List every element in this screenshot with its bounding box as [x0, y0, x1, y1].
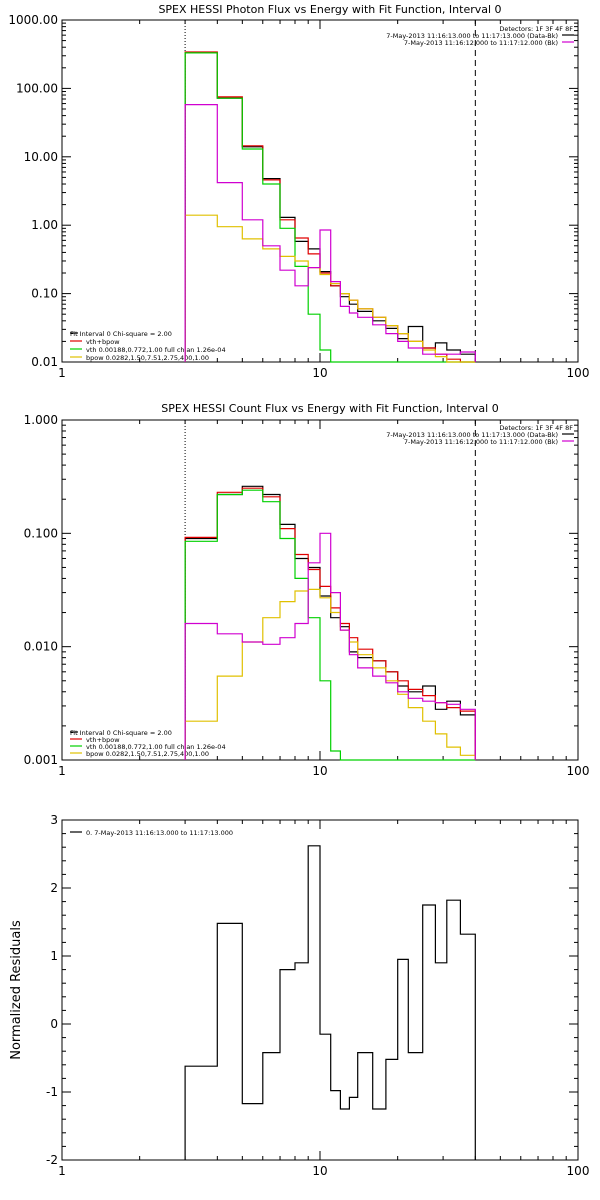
y-tick-label: 100.00: [16, 81, 58, 95]
legend-bpow: bpow 0.0282,1.50,7.51,2.75,400,1.00: [86, 750, 209, 758]
y-tick-label: 0.01: [31, 355, 58, 369]
y-tick-label: 1.000: [24, 413, 58, 427]
y-tick-label: 10.00: [24, 150, 58, 164]
legend-detectors: Detectors: 1F 3F 4F 8F: [499, 25, 573, 33]
y-tick-label: 0.010: [24, 640, 58, 654]
x-tick-label: 100: [567, 764, 590, 778]
y-axis-label: Normalized Residuals: [9, 920, 24, 1060]
y-tick-label: 0.100: [24, 526, 58, 540]
panel-count-flux: SPEX HESSI Count Flux vs Energy with Fit…: [61, 402, 579, 761]
legend-background-interval: 7-May-2013 11:16:12.000 to 11:17:12.000 …: [404, 39, 558, 47]
legend-vth-bpow: vth+bpow: [86, 338, 120, 346]
x-tick-label: 1: [58, 366, 66, 380]
legend-bpow: bpow 0.0282,1.50,7.51,2.75,400,1.00: [86, 354, 209, 362]
legend-data-interval: 7-May-2013 11:16:13.000 to 11:17:13.000 …: [386, 32, 558, 40]
series-line-total: [184, 52, 476, 362]
series-line-vth: [184, 52, 476, 363]
legend-fit-interval: Fit Interval 0 Chi-square = 2.00: [70, 330, 172, 338]
legend-background-interval: 7-May-2013 11:16:12.000 to 11:17:12.000 …: [404, 438, 558, 446]
x-tick-label: 10: [312, 366, 327, 380]
plot-frame: [61, 19, 579, 363]
x-tick-label: 1: [58, 1164, 66, 1178]
y-tick-label: -1: [46, 1085, 58, 1099]
y-tick-label: 0.001: [24, 753, 58, 767]
panel-title: SPEX HESSI Count Flux vs Energy with Fit…: [161, 402, 498, 415]
legend-fit-interval: Fit Interval 0 Chi-square = 2.00: [70, 729, 172, 737]
series-line-vth: [184, 489, 476, 761]
legend-residual-interval: 0. 7-May-2013 11:16:13.000 to 11:17:13.0…: [86, 829, 233, 837]
legend-detectors: Detectors: 1F 3F 4F 8F: [499, 424, 573, 432]
photon-flux-plot-layer: 1 10 100 0.01 0.10 1.00 10.00 100.00 1000.00: [8, 13, 589, 380]
y-tick-label: 1: [50, 949, 58, 963]
count-flux-plot-layer: 1 10 100 0.001 0.010 0.100 1.000: [24, 413, 590, 778]
y-tick-label: 0: [50, 1017, 58, 1031]
y-tick-label: 1000.00: [8, 13, 58, 27]
legend-vth: vth 0.00188,0.772,1.00 full chian 1.26e-…: [86, 743, 226, 751]
series-line-background: [184, 532, 476, 760]
y-tick-label: 2: [50, 881, 58, 895]
x-tick-label: 100: [567, 1164, 590, 1178]
x-tick-label: 1: [58, 764, 66, 778]
panel-title: SPEX HESSI Photon Flux vs Energy with Fi…: [158, 3, 501, 16]
residuals-plot-layer: 1 10 100 -2 -1 0 1 2 3: [46, 813, 589, 1178]
y-tick-label: 1.00: [31, 218, 58, 232]
x-tick-label: 10: [312, 764, 327, 778]
y-tick-label: 3: [50, 813, 58, 827]
x-tick-label: 10: [312, 1164, 327, 1178]
panel-residuals: Normalized Residuals 0. 7-May-2013 11:16…: [9, 819, 579, 1161]
panel-photon-flux: SPEX HESSI Photon Flux vs Energy with Fi…: [61, 3, 579, 363]
legend-data-interval: 7-May-2013 11:16:13.000 to 11:17:13.000 …: [386, 431, 558, 439]
y-tick-label: 0.10: [31, 287, 58, 301]
legend-vth-bpow: vth+bpow: [86, 736, 120, 744]
y-tick-label: -2: [46, 1153, 58, 1167]
legend-vth: vth 0.00188,0.772,1.00 full chian 1.26e-…: [86, 346, 226, 354]
series-line-background: [184, 103, 476, 362]
series-line-total: [184, 845, 476, 1160]
x-tick-label: 100: [567, 366, 590, 380]
